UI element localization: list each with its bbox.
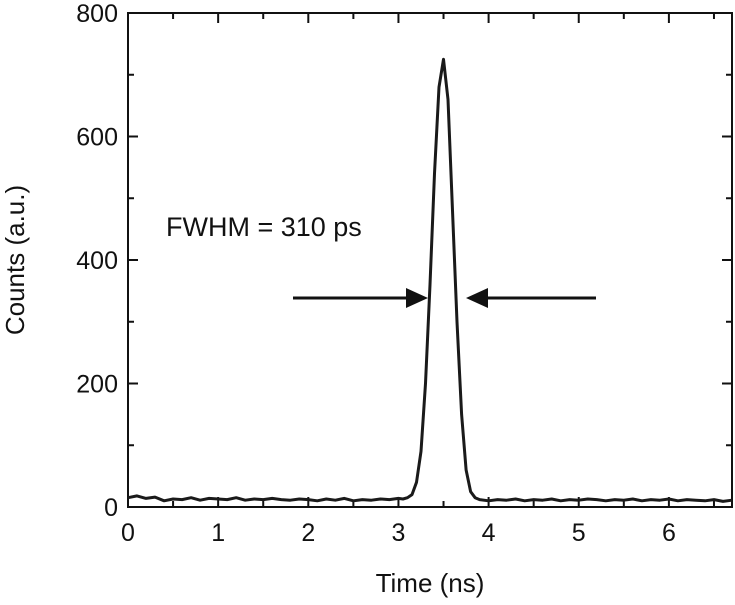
x-axis-label: Time (ns) (376, 568, 485, 598)
y-tick-label: 0 (104, 494, 118, 522)
y-tick-label: 200 (76, 371, 118, 399)
x-tick-label: 2 (301, 519, 315, 547)
y-tick-label: 400 (76, 247, 118, 275)
y-axis-label: Counts (a.u.) (0, 185, 30, 335)
tick-labels: 0 1 2 3 4 5 6 0 200 400 600 800 (76, 0, 676, 547)
x-tick-label: 6 (662, 519, 676, 547)
x-tick-label: 3 (391, 519, 405, 547)
axis-ticks (127, 12, 732, 508)
x-tick-label: 5 (572, 519, 586, 547)
x-tick-label: 0 (121, 519, 135, 547)
right-arrow-head (466, 288, 488, 308)
fwhm-annotation: FWHM = 310 ps (166, 212, 362, 242)
x-tick-label: 1 (211, 519, 225, 547)
y-tick-label: 800 (76, 0, 118, 28)
fwhm-arrows (293, 288, 596, 308)
y-tick-label: 600 (76, 124, 118, 152)
series-line (127, 57, 733, 503)
left-arrow-head (406, 288, 428, 308)
x-tick-label: 4 (482, 519, 496, 547)
